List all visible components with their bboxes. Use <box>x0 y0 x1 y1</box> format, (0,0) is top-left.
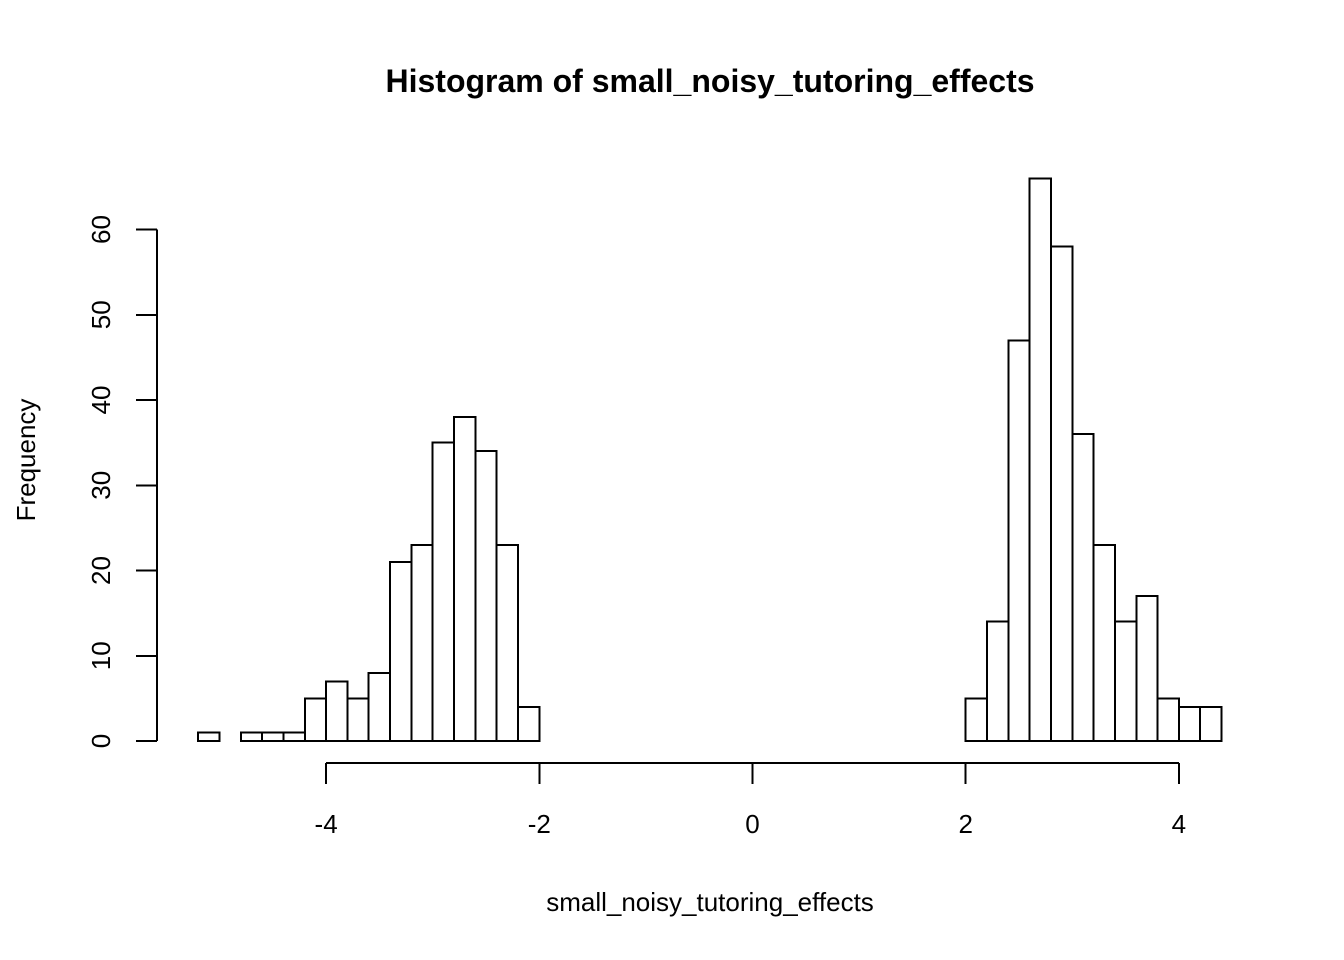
histogram-bar <box>1092 543 1116 742</box>
histogram-bar <box>1177 705 1202 743</box>
y-axis-title: Frequency <box>11 399 41 522</box>
y-tick-label: 10 <box>86 641 116 670</box>
y-tick-label: 30 <box>86 471 116 500</box>
histogram-bar <box>367 671 392 742</box>
histogram-bar <box>516 705 541 743</box>
histogram-bar <box>1007 339 1031 742</box>
histogram-bar <box>282 731 306 742</box>
y-tick-label: 40 <box>86 386 116 415</box>
histogram-bar <box>1113 620 1138 743</box>
histogram-bar <box>261 731 285 742</box>
y-tick-label: 0 <box>86 734 116 748</box>
histogram-bar <box>303 697 328 743</box>
y-tick-label: 20 <box>86 556 116 585</box>
histogram-bar <box>431 441 456 743</box>
histogram-bar <box>325 680 349 743</box>
histogram-bar <box>197 731 221 742</box>
histogram-bar <box>453 416 477 742</box>
y-tick-label: 60 <box>86 215 116 244</box>
histogram-bar <box>239 731 264 742</box>
histogram-bar <box>1028 177 1052 743</box>
histogram-bar <box>1199 705 1223 743</box>
histogram-bar <box>1135 595 1159 743</box>
histogram-bar <box>346 697 370 743</box>
y-tick-label: 50 <box>86 300 116 329</box>
histogram-bar <box>1156 697 1180 743</box>
histogram-bar <box>986 620 1010 743</box>
x-tick-label: -4 <box>315 809 338 839</box>
histogram-bar <box>1071 433 1095 742</box>
x-tick-label: 0 <box>745 809 759 839</box>
histogram-bar <box>1049 245 1074 743</box>
y-axis: 0 10 20 30 40 50 60 <box>86 215 158 748</box>
x-axis: -4 -2 0 2 4 <box>315 762 1186 839</box>
x-tick-label: 2 <box>958 809 972 839</box>
x-tick-label: 4 <box>1172 809 1186 839</box>
chart-title: Histogram of small_noisy_tutoring_effect… <box>385 63 1034 99</box>
histogram-bar <box>474 450 498 742</box>
histogram-bar <box>410 543 434 742</box>
x-axis-title: small_noisy_tutoring_effects <box>546 887 874 917</box>
histogram-bars <box>197 177 1223 743</box>
histogram-bar <box>964 697 989 743</box>
x-tick-label: -2 <box>528 809 551 839</box>
histogram-bar <box>495 543 519 742</box>
histogram-bar <box>389 560 413 742</box>
